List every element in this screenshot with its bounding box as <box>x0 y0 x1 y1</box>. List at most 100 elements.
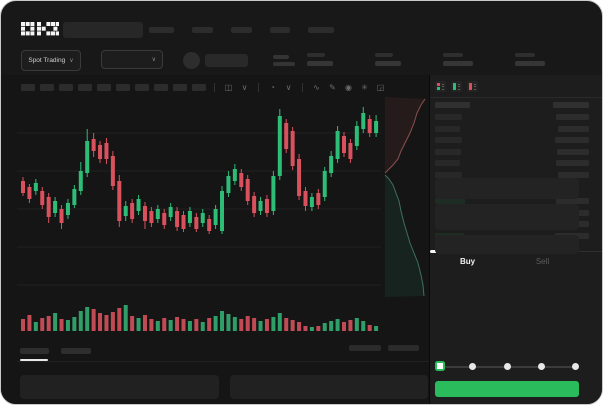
bottom-action-button[interactable] <box>349 345 381 351</box>
chevron-down-icon[interactable]: ∨ <box>285 82 292 92</box>
top-nav <box>149 26 334 33</box>
settings-icon[interactable]: ✳ <box>361 82 368 92</box>
nav-item[interactable] <box>149 26 174 33</box>
bid-color <box>437 87 440 90</box>
slider-stop[interactable] <box>469 363 477 370</box>
nav-item[interactable] <box>270 26 290 33</box>
divider <box>302 82 303 92</box>
amount-placeholder <box>558 171 589 178</box>
bottom-actions <box>349 345 419 351</box>
ticker-stat <box>375 53 401 66</box>
search-input[interactable] <box>63 22 143 38</box>
order-input[interactable] <box>435 178 579 199</box>
slider-stop[interactable] <box>537 363 545 370</box>
timeframe-button[interactable] <box>97 83 111 91</box>
ask-row[interactable] <box>435 125 589 132</box>
price-line-placeholder <box>273 55 289 59</box>
orderbook-header <box>435 102 589 114</box>
timeframe-button[interactable] <box>173 83 187 91</box>
tab-sell[interactable]: Sell <box>535 257 550 266</box>
spot-trading-dropdown[interactable]: Spot Trading ∨ <box>21 50 81 71</box>
slider-stop[interactable] <box>503 363 511 370</box>
timeframe-button[interactable] <box>40 83 54 91</box>
buy-submit-button[interactable] <box>435 381 579 397</box>
stat-value-placeholder <box>515 61 545 66</box>
rows-glyph <box>473 83 476 90</box>
price-stack-placeholder <box>273 55 295 69</box>
amount-placeholder <box>558 125 589 132</box>
order-book-bids-only-icon[interactable] <box>451 81 462 92</box>
stat-label-placeholder <box>375 53 393 57</box>
price-placeholder <box>435 114 462 120</box>
amount-placeholder <box>555 137 589 144</box>
ask-row[interactable] <box>435 137 589 144</box>
ticker-stat <box>515 53 545 66</box>
stat-label-placeholder <box>307 53 325 57</box>
stat-label-placeholder <box>443 53 463 57</box>
bottom-tab[interactable] <box>61 348 91 354</box>
candlestick-chart-canvas[interactable] <box>17 97 381 337</box>
stat-value-placeholder <box>307 61 333 66</box>
price-column-label <box>435 102 470 108</box>
screenshot-icon[interactable]: ◉ <box>345 82 352 92</box>
ask-row[interactable] <box>435 160 589 167</box>
interval-icon[interactable]: ◔ <box>270 82 275 92</box>
line-tool-icon[interactable]: ∿ <box>313 82 320 92</box>
okx-logo[interactable] <box>21 22 59 37</box>
timeframe-button[interactable] <box>116 83 130 91</box>
draw-tool-icon[interactable]: ✎ <box>329 82 336 92</box>
nav-item[interactable] <box>231 26 252 33</box>
right-panel: Buy Sell <box>429 75 602 404</box>
rows-glyph <box>441 83 444 90</box>
fullscreen-icon[interactable]: ◲ <box>376 82 385 92</box>
timeframe-button[interactable] <box>21 83 35 91</box>
order-book-asks-only-icon[interactable] <box>467 81 478 92</box>
order-book-combined-icon[interactable] <box>435 81 446 92</box>
pair-selector-dropdown[interactable]: ∨ <box>101 50 163 69</box>
amount-slider[interactable] <box>435 359 579 375</box>
orderbook-view-toggles <box>435 81 478 92</box>
bottom-tab[interactable] <box>20 348 49 354</box>
price-placeholder <box>435 137 462 144</box>
bid-row[interactable] <box>435 198 589 204</box>
trade-tabs: Buy Sell <box>430 250 602 277</box>
colors <box>469 83 472 90</box>
rows-glyph <box>457 83 460 90</box>
colors <box>453 83 456 90</box>
timeframe-button[interactable] <box>59 83 73 91</box>
ticker-stat <box>443 53 473 66</box>
order-input[interactable] <box>435 235 579 254</box>
timeframe-button[interactable] <box>154 83 168 91</box>
nav-item[interactable] <box>192 26 213 33</box>
tab-buy[interactable]: Buy <box>459 257 476 266</box>
candle-style-icon[interactable]: ◫ <box>224 82 233 92</box>
amount-placeholder <box>556 114 589 120</box>
timeframe-button[interactable] <box>192 83 206 91</box>
chevron-down-icon: ∨ <box>69 58 74 64</box>
chevron-down-icon: ∨ <box>151 57 156 63</box>
orderbook-asks[interactable] <box>435 114 589 184</box>
stat-value-placeholder <box>375 61 401 66</box>
divider <box>430 97 602 98</box>
ask-row[interactable] <box>435 148 589 155</box>
spot-trading-label: Spot Trading <box>28 57 66 64</box>
chevron-down-icon[interactable]: ∨ <box>241 82 248 92</box>
ask-row[interactable] <box>435 114 589 120</box>
orderbook-header-row <box>435 102 589 108</box>
timeframe-button[interactable] <box>135 83 149 91</box>
ask-row[interactable] <box>435 171 589 178</box>
colors <box>437 83 440 90</box>
slider-handle[interactable] <box>435 361 445 371</box>
order-input[interactable] <box>435 204 579 230</box>
depth-chart[interactable] <box>383 97 428 299</box>
price-placeholder <box>435 171 462 178</box>
slider-stop[interactable] <box>572 363 579 370</box>
price-placeholder <box>435 160 460 167</box>
timeframe-button[interactable] <box>78 83 92 91</box>
bottom-action-button[interactable] <box>388 345 419 351</box>
divider <box>258 82 259 92</box>
coin-avatar[interactable] <box>183 52 200 69</box>
price-placeholder <box>435 125 460 132</box>
nav-item[interactable] <box>308 26 334 33</box>
